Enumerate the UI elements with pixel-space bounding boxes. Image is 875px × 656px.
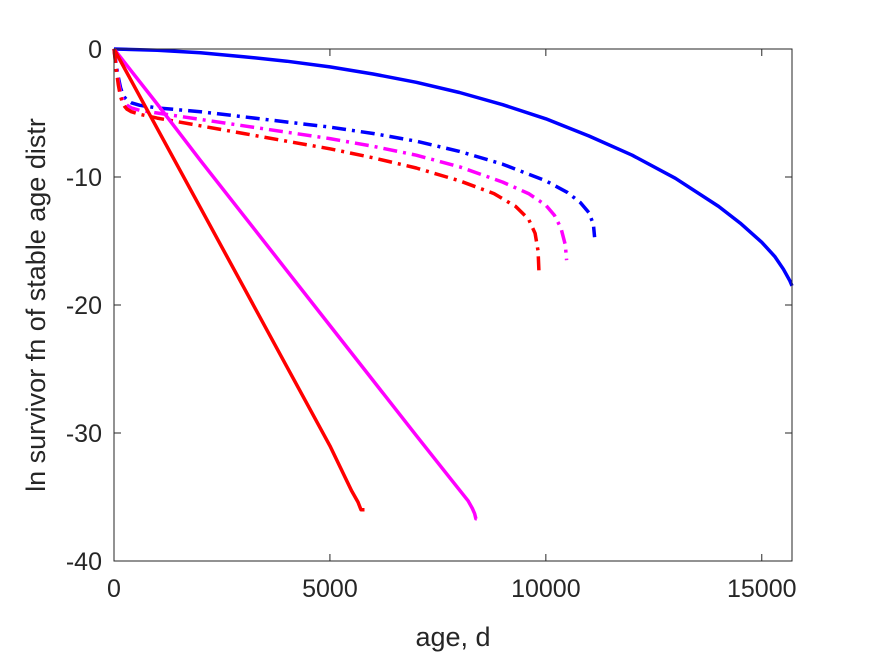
plot-background [114, 49, 792, 561]
y-tick-label: 0 [88, 36, 102, 64]
y-tick-label: -20 [66, 292, 102, 320]
y-tick-label: -40 [66, 548, 102, 576]
tick-layer: 0 5000 10000 15000 0 -10 -20 -30 -40 [66, 36, 797, 603]
series-line-5 [112, 47, 478, 521]
y-axis-label: ln survivor fn of stable age distr [21, 118, 51, 492]
x-tick-label: 5000 [302, 575, 358, 603]
x-axis-label: age, d [415, 622, 490, 652]
x-tick-label: 0 [107, 575, 121, 603]
y-tick-label: -10 [66, 164, 102, 192]
x-tick-label: 15000 [727, 575, 797, 603]
series-line-1 [113, 47, 794, 287]
series-layer [112, 47, 794, 521]
y-tick-label: -30 [66, 420, 102, 448]
x-tick-label: 10000 [511, 575, 581, 603]
series-line-6 [112, 48, 365, 512]
series-line-4 [112, 48, 541, 271]
